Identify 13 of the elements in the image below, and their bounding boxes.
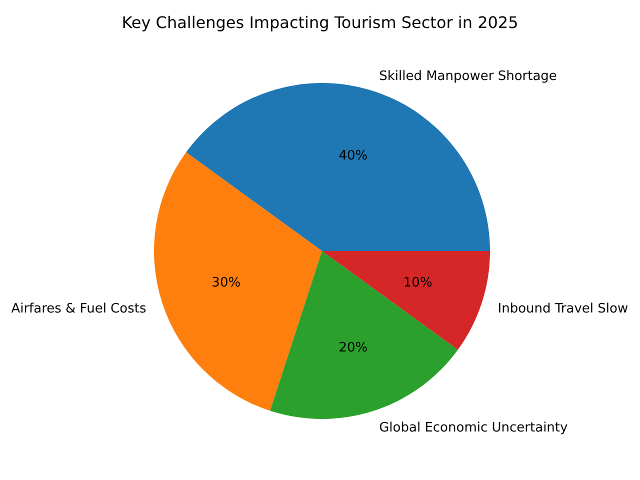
data-label: 10% (403, 276, 432, 291)
data-label: 20% (338, 340, 368, 356)
slice-label: Airfares & Fuel Costs (11, 302, 146, 317)
pie-slice (154, 152, 322, 411)
pie-slice (186, 83, 490, 251)
data-label: 30% (212, 276, 241, 291)
slice-label: Inbound Travel Slow (498, 302, 628, 317)
slice-label: Global Economic Uncertainty (379, 420, 568, 436)
chart-title: Key Challenges Impacting Tourism Sector in 2025 (122, 13, 518, 32)
pie-slice (322, 251, 490, 350)
data-label: 40% (338, 148, 368, 164)
pie-slice (270, 251, 458, 419)
slice-label: Skilled Manpower Shortage (379, 68, 557, 84)
